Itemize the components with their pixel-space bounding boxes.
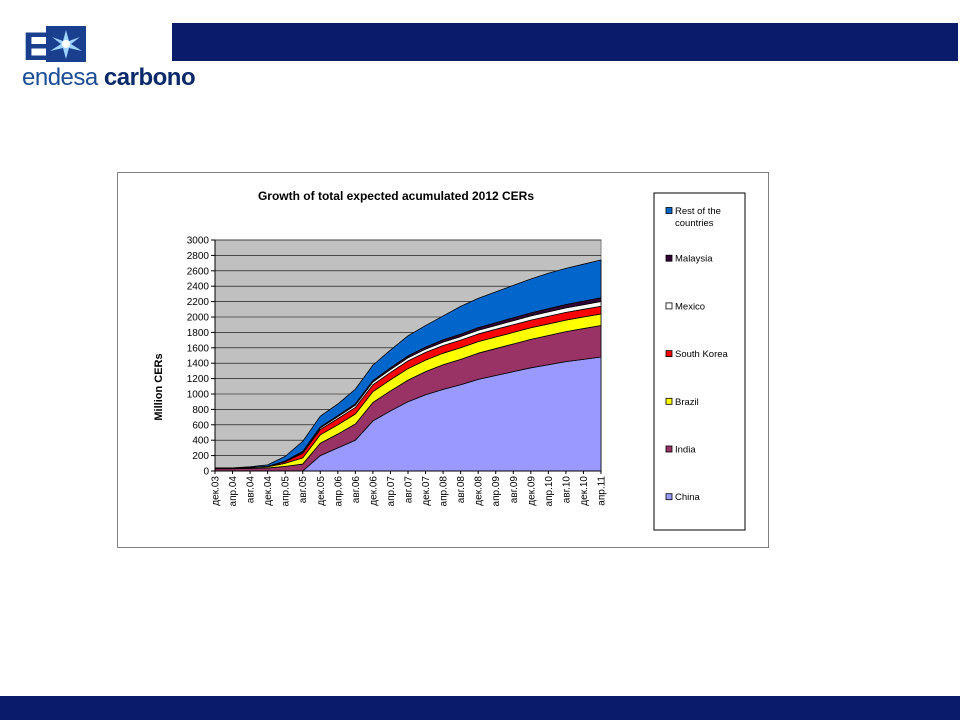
legend-swatch — [665, 207, 673, 214]
y-tick-label: 2000 — [187, 313, 210, 324]
y-tick-label: 1600 — [187, 343, 210, 354]
legend-label: Mexico — [675, 301, 705, 312]
y-tick-label: 2600 — [187, 266, 210, 277]
legend-label: India — [675, 445, 696, 456]
header-bar — [172, 23, 958, 61]
y-tick-label: 2200 — [187, 297, 210, 308]
y-tick-label: 1200 — [187, 374, 210, 385]
x-tick-label: апр.04 — [228, 476, 239, 507]
y-tick-label: 400 — [192, 436, 209, 447]
legend-swatch — [665, 493, 673, 501]
x-tick-label: авг.04 — [246, 476, 257, 504]
legend-swatch — [665, 254, 673, 262]
legend-item: Brazil — [665, 397, 699, 408]
x-tick-label: апр.11 — [597, 476, 608, 506]
y-tick-label: 200 — [192, 451, 209, 462]
logo-word-carbono: carbono — [103, 64, 196, 91]
y-tick-label: 3000 — [187, 236, 210, 247]
y-tick-label: 1000 — [187, 390, 210, 401]
x-tick-label: дек.03 — [211, 476, 222, 506]
footer-bar — [0, 696, 960, 720]
y-tick-label: 1800 — [187, 328, 210, 339]
x-tick-label: авг.05 — [298, 476, 309, 504]
x-tick-label: апр.07 — [386, 476, 397, 507]
x-tick-label: авг.07 — [404, 476, 415, 504]
x-tick-label: апр.06 — [333, 476, 344, 507]
legend-label: China — [675, 492, 701, 503]
axes: 0 200 400 600 800 1000 1200 1400 1600 1800 2000 220… — [187, 236, 608, 507]
legend-label: South Korea — [675, 349, 729, 360]
series-areas — [214, 259, 602, 472]
legend-label: Malaysia — [675, 254, 713, 265]
legend-label: countries — [675, 218, 714, 229]
legend-swatch — [665, 350, 673, 358]
x-tick-label: апр.08 — [439, 476, 450, 507]
series-area-rest-of-the-countries — [214, 259, 602, 469]
legend-label: Rest of the — [675, 206, 721, 217]
x-tick-label: авг.08 — [456, 476, 467, 504]
x-tick-label: авг.09 — [509, 476, 520, 504]
x-tick-label: апр.09 — [491, 476, 502, 507]
logo-mark-icon: E — [23, 25, 86, 64]
legend-swatch — [665, 445, 673, 453]
legend-item: Mexico — [665, 301, 705, 312]
x-tick-label: дек.06 — [368, 476, 379, 506]
chart-frame: Growth of total expected acumulated 2012… — [117, 172, 769, 548]
y-tick-label: 2400 — [187, 282, 210, 293]
stacked-area-chart: Growth of total expected acumulated 2012… — [153, 189, 746, 531]
legend-swatch — [665, 397, 673, 405]
y-tick-label: 0 — [203, 467, 209, 478]
x-tick-label: дек.09 — [526, 476, 537, 506]
x-tick-label: дек.07 — [421, 476, 432, 506]
legend-item: China — [665, 492, 701, 503]
y-axis-label: Million CERs — [153, 353, 165, 420]
x-tick-label: апр.05 — [281, 476, 292, 507]
y-tick-label: 1400 — [187, 359, 210, 370]
x-tick-label: дек.10 — [579, 476, 590, 506]
x-tick-label: дек.04 — [263, 476, 274, 506]
x-tick-label: авг.06 — [351, 476, 362, 504]
x-tick-label: дек.08 — [474, 476, 485, 506]
y-tick-label: 800 — [192, 405, 209, 416]
legend-item: South Korea — [665, 349, 729, 360]
logo-word-endesa: endesa — [22, 64, 98, 91]
x-tick-label: апр.10 — [544, 476, 555, 507]
legend-box — [653, 192, 746, 531]
x-tick-label: авг.10 — [561, 476, 572, 504]
legend-swatch — [665, 302, 673, 310]
logo-letter: E — [23, 25, 50, 64]
legend-item: Malaysia — [665, 254, 713, 265]
logo-wordmark: endesa carbono — [22, 64, 196, 92]
legend-item: India — [665, 445, 696, 456]
legend-label: Brazil — [675, 397, 699, 408]
x-tick-label: дек.05 — [316, 476, 327, 506]
y-tick-label: 600 — [192, 420, 209, 431]
y-tick-label: 2800 — [187, 251, 210, 262]
endesa-carbono-logo: E endesa carbono — [22, 24, 196, 91]
chart-title: Growth of total expected acumulated 2012… — [258, 189, 534, 203]
